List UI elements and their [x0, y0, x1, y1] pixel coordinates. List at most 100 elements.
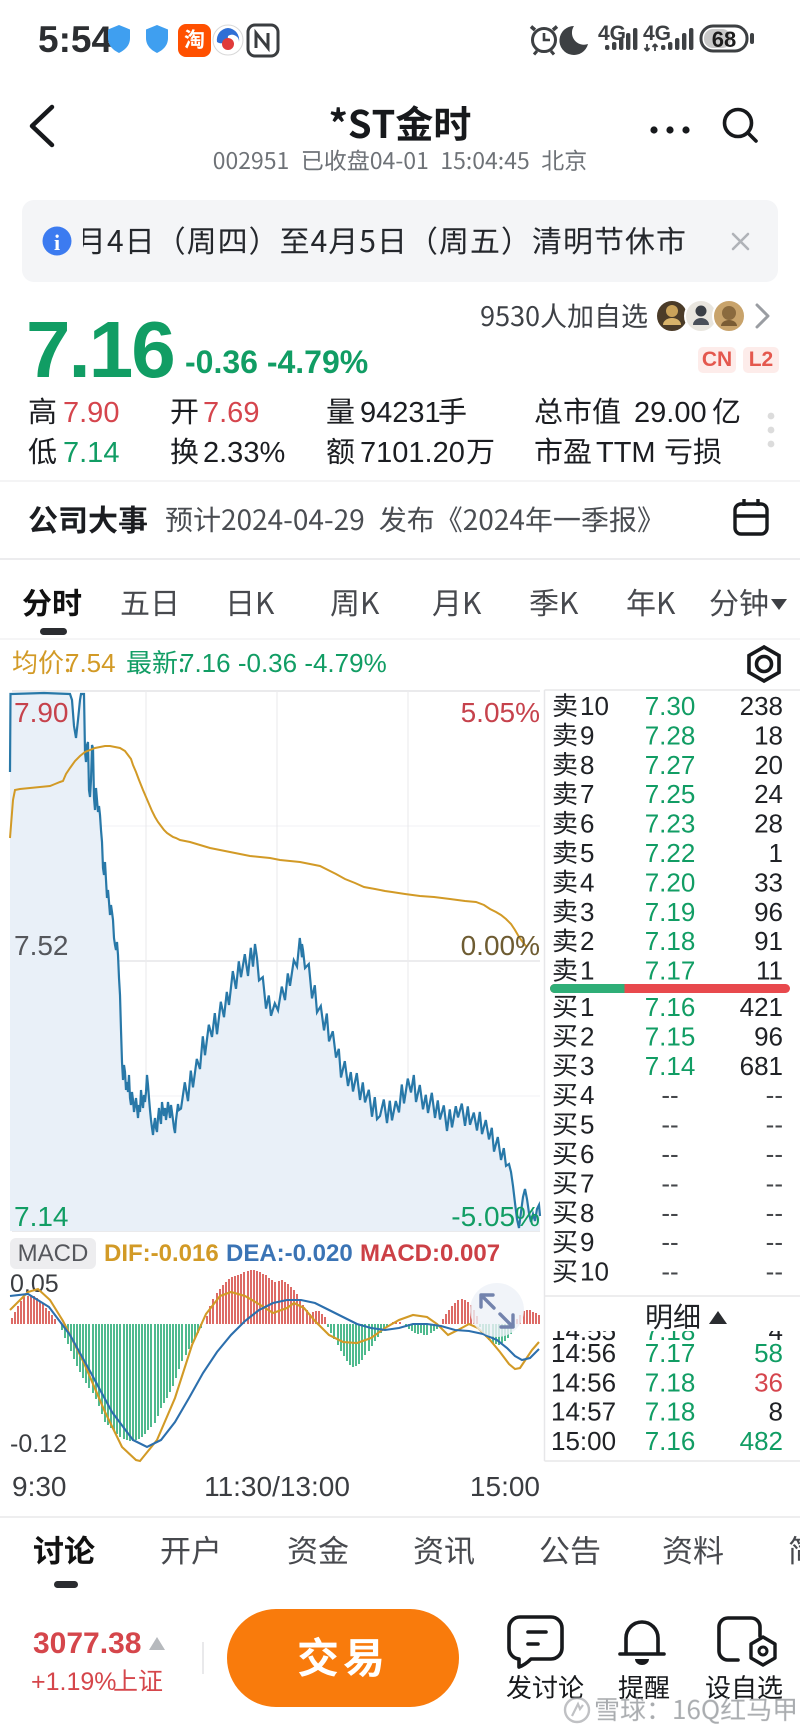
- svg-text:7.18: 7.18: [645, 926, 696, 956]
- svg-text:28: 28: [754, 809, 783, 839]
- svg-text:--: --: [766, 1198, 783, 1228]
- svg-text:5.05%: 5.05%: [461, 697, 540, 728]
- svg-text:7.90: 7.90: [14, 697, 69, 728]
- svg-text:0.05: 0.05: [10, 1270, 59, 1298]
- svg-text:33: 33: [754, 867, 783, 897]
- svg-text:--: --: [661, 1080, 678, 1110]
- svg-text:MACD: MACD: [18, 1240, 89, 1267]
- svg-text:4: 4: [580, 1080, 594, 1110]
- svg-text:MACD:0.007: MACD:0.007: [360, 1240, 500, 1267]
- svg-text:7.16: 7.16: [645, 992, 696, 1022]
- svg-text:7.23: 7.23: [645, 809, 696, 839]
- svg-text:7.22: 7.22: [645, 838, 696, 868]
- svg-text:36: 36: [754, 1367, 783, 1397]
- svg-text:+1.19%: +1.19%: [31, 1668, 117, 1696]
- svg-text:-0.36 -4.79%: -0.36 -4.79%: [185, 344, 368, 380]
- svg-text:7: 7: [580, 779, 594, 809]
- svg-text:--: --: [766, 1168, 783, 1198]
- svg-text:681: 681: [740, 1051, 783, 1081]
- svg-text:7.14: 7.14: [645, 1051, 696, 1081]
- svg-text:11: 11: [756, 956, 783, 986]
- svg-text:CN: CN: [702, 348, 732, 371]
- svg-text:7.16: 7.16: [26, 305, 174, 394]
- svg-text:14:56: 14:56: [551, 1338, 616, 1368]
- svg-text:7.18: 7.18: [645, 1316, 696, 1346]
- svg-text:7.90: 7.90: [63, 397, 119, 429]
- svg-text:i: i: [54, 230, 60, 255]
- svg-text:4G: 4G: [598, 22, 626, 45]
- svg-text:--: --: [766, 1227, 783, 1257]
- svg-text:24: 24: [754, 779, 783, 809]
- svg-text:7.18: 7.18: [645, 1367, 696, 1397]
- svg-text:L2: L2: [749, 348, 774, 371]
- svg-text:91: 91: [754, 926, 783, 956]
- svg-text:7.30: 7.30: [645, 691, 696, 721]
- svg-text:20: 20: [754, 750, 783, 780]
- svg-text:10: 10: [580, 1257, 609, 1287]
- svg-text:DIF:-0.016: DIF:-0.016: [104, 1240, 219, 1267]
- svg-text:5:54: 5:54: [38, 19, 112, 60]
- svg-text:4G: 4G: [643, 22, 671, 45]
- svg-text:--: --: [661, 1168, 678, 1198]
- svg-text:7.14: 7.14: [63, 437, 119, 469]
- svg-text:3: 3: [580, 1051, 594, 1081]
- svg-text:1: 1: [580, 992, 594, 1022]
- svg-text:8: 8: [580, 750, 594, 780]
- svg-text:6: 6: [580, 1139, 594, 1169]
- svg-text:5: 5: [580, 1110, 594, 1140]
- svg-text:11:30/13:00: 11:30/13:00: [204, 1471, 350, 1502]
- svg-text:7.20: 7.20: [645, 867, 696, 897]
- svg-text:4: 4: [769, 1316, 783, 1346]
- svg-text:--: --: [661, 1198, 678, 1228]
- svg-text:9: 9: [580, 720, 594, 750]
- svg-text:--: --: [766, 1139, 783, 1169]
- svg-text:--: --: [766, 1257, 783, 1287]
- svg-text:7.18: 7.18: [645, 1397, 696, 1427]
- svg-text:68: 68: [712, 27, 736, 52]
- svg-text:7.25: 7.25: [645, 779, 696, 809]
- svg-text:18: 18: [754, 720, 783, 750]
- svg-text:7.14: 7.14: [14, 1201, 69, 1232]
- svg-text:96: 96: [754, 897, 783, 927]
- svg-text:2: 2: [580, 1021, 594, 1051]
- svg-text:15:00: 15:00: [470, 1471, 540, 1502]
- svg-text:14:56: 14:56: [551, 1367, 616, 1397]
- svg-text:238: 238: [740, 691, 783, 721]
- svg-text:10: 10: [580, 691, 609, 721]
- svg-text:7.54: 7.54: [65, 648, 116, 678]
- svg-text:2: 2: [580, 926, 594, 956]
- svg-text:9: 9: [580, 1227, 594, 1257]
- svg-text:DEA:-0.020: DEA:-0.020: [226, 1240, 353, 1267]
- svg-text:3: 3: [580, 897, 594, 927]
- svg-text:94231: 94231: [360, 397, 441, 429]
- svg-text:7.52: 7.52: [14, 930, 69, 961]
- svg-text:7.16 -0.36 -4.79%: 7.16 -0.36 -4.79%: [180, 648, 387, 678]
- svg-text:8: 8: [769, 1397, 783, 1427]
- svg-text:7.28: 7.28: [645, 720, 696, 750]
- svg-text:7.15: 7.15: [645, 1021, 696, 1051]
- svg-text:7101.20: 7101.20: [360, 437, 465, 469]
- svg-text:3077.38: 3077.38: [33, 1627, 141, 1660]
- svg-text:5: 5: [580, 838, 594, 868]
- svg-text:9:30: 9:30: [12, 1471, 67, 1502]
- svg-text:29.00: 29.00: [634, 397, 707, 429]
- svg-text:96: 96: [754, 1021, 783, 1051]
- svg-text:-0.12: -0.12: [10, 1430, 67, 1458]
- svg-text:482: 482: [740, 1426, 783, 1456]
- svg-text:7.16: 7.16: [645, 1426, 696, 1456]
- svg-text:14:55: 14:55: [551, 1316, 616, 1346]
- svg-text:421: 421: [740, 992, 783, 1022]
- svg-text:-5.05%: -5.05%: [451, 1201, 540, 1232]
- svg-text:--: --: [661, 1139, 678, 1169]
- svg-text:--: --: [661, 1227, 678, 1257]
- svg-text:7.17: 7.17: [645, 1338, 696, 1368]
- svg-text:--: --: [766, 1110, 783, 1140]
- svg-text:7.27: 7.27: [645, 750, 696, 780]
- svg-text:2.33%: 2.33%: [203, 437, 285, 469]
- svg-text:TTM: TTM: [596, 437, 656, 469]
- svg-text:8: 8: [580, 1198, 594, 1228]
- svg-text:6: 6: [580, 809, 594, 839]
- svg-text:58: 58: [754, 1338, 783, 1368]
- svg-text:4: 4: [580, 867, 594, 897]
- svg-text:7.17: 7.17: [645, 956, 696, 986]
